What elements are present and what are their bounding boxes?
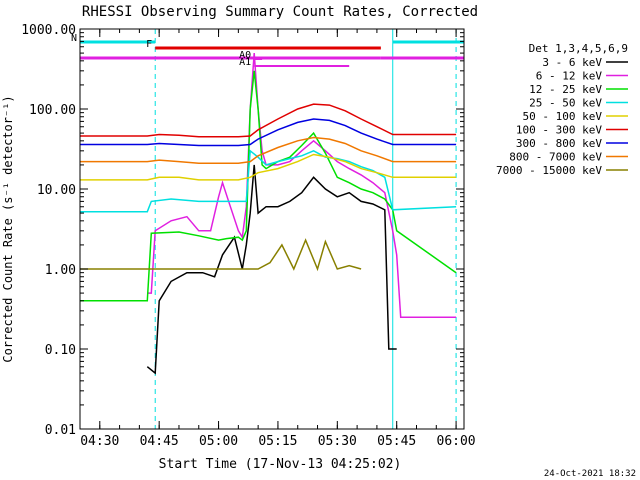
- chart-title: RHESSI Observing Summary Count Rates, Co…: [82, 4, 478, 20]
- series-line-3: [80, 149, 457, 213]
- series-line-7: [80, 136, 457, 164]
- plot-frame: [79, 28, 465, 430]
- flag-label-1: F: [146, 39, 152, 50]
- x-tick-label-5: 05:45: [377, 434, 416, 449]
- legend-label-8: 7000 - 15000 keV: [496, 164, 602, 177]
- legend-label-0: 3 - 6 keV: [542, 56, 602, 69]
- x-axis-label: Start Time (17-Nov-13 04:25:02): [159, 457, 402, 472]
- x-tick-label-3: 05:15: [258, 434, 297, 449]
- x-tick-label-6: 06:00: [437, 434, 476, 449]
- series-line-2: [80, 70, 457, 302]
- legend-label-4: 50 - 100 keV: [523, 110, 603, 123]
- y-axis: 0.01 0.10 1.00 10.00 100.00 1000.00: [21, 23, 464, 438]
- series-lines: [80, 53, 457, 375]
- legend-label-5: 100 - 300 keV: [516, 124, 602, 137]
- series-line-0: [146, 164, 397, 375]
- legend-label-2: 12 - 25 keV: [529, 83, 602, 96]
- y-tick-label-1: 0.10: [45, 343, 76, 358]
- series-line-1: [147, 53, 457, 318]
- x-tick-label-4: 05:30: [318, 434, 357, 449]
- vertical-markers: [154, 29, 457, 429]
- x-axis: 04:30 04:45 05:00 05:15 05:30 05:45 06:00: [79, 29, 476, 449]
- y-tick-label-5: 1000.00: [21, 23, 76, 38]
- x-tick-label-2: 05:00: [199, 434, 238, 449]
- x-tick-label-1: 04:45: [140, 434, 179, 449]
- y-axis-label: Corrected Count Rate (s⁻¹ detector⁻¹): [1, 95, 15, 362]
- footer-date: 24-Oct-2021 18:32: [544, 469, 636, 479]
- y-tick-label-2: 1.00: [45, 263, 76, 278]
- y-tick-label-0: 0.01: [45, 423, 76, 438]
- legend-label-6: 300 - 800 keV: [516, 137, 602, 150]
- series-line-6: [80, 118, 457, 147]
- x-tick-label-0: 04:30: [80, 434, 119, 449]
- y-tick-label-3: 10.00: [37, 183, 76, 198]
- y-tick-label-4: 100.00: [29, 103, 76, 118]
- legend-label-3: 25 - 50 keV: [529, 97, 602, 110]
- flag-label-4: A0: [239, 50, 251, 61]
- flag-label-0: N: [71, 33, 77, 44]
- series-line-8: [80, 238, 362, 272]
- legend-label-1: 6 - 12 keV: [536, 70, 603, 83]
- series-line-4: [80, 153, 457, 181]
- legend-title: Det 1,3,4,5,6,9: [529, 42, 628, 55]
- flag-label-3: A1: [239, 57, 251, 68]
- series-line-5: [80, 103, 457, 138]
- legend-label-7: 800 - 7000 keV: [509, 151, 602, 164]
